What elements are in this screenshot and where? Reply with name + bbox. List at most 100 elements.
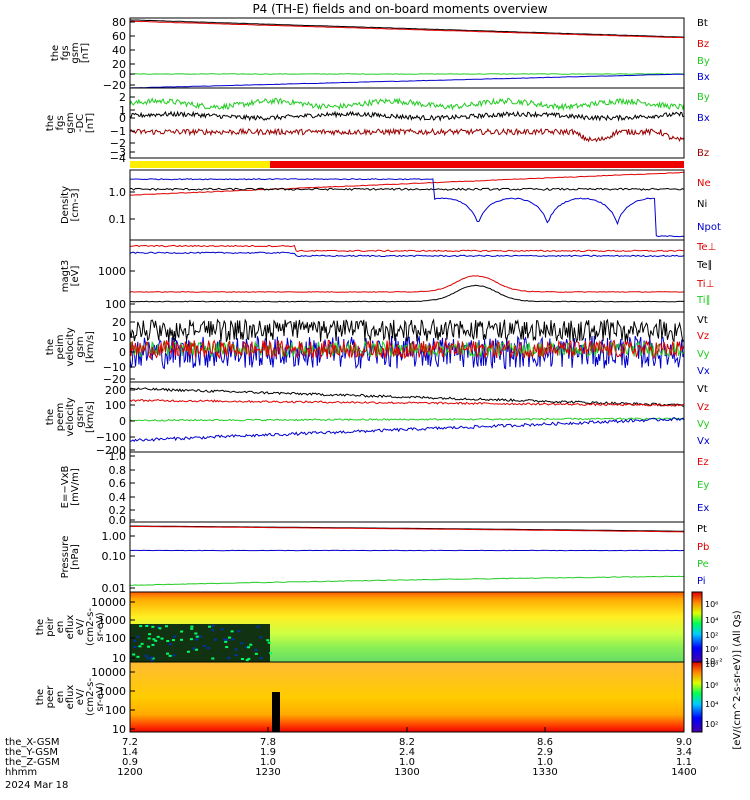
x-axis-value: 8.2 <box>399 737 415 748</box>
x-axis-value: 1.0 <box>260 757 276 768</box>
peir-pixel <box>206 647 210 650</box>
peir-pixel <box>211 657 215 660</box>
legend-entry: Vx <box>697 436 710 447</box>
y-axis-label-line: the <box>45 115 56 131</box>
y-tick-label: 0.6 <box>109 477 127 490</box>
y-tick-label: 0.8 <box>109 464 127 477</box>
peir-pixel <box>164 625 168 628</box>
y-tick-label: 1000 <box>98 685 126 698</box>
colorbar-label: [eV/(cm^2-s-sr-eV)] (All Qs) <box>732 610 743 749</box>
mode-bar-slow <box>130 161 270 168</box>
y-axis-label-line: eflux <box>65 615 76 640</box>
x-axis-value: 0.9 <box>122 757 138 768</box>
x-axis-value: 2.9 <box>537 747 553 758</box>
y-axis-label-line: sr-eV) <box>95 682 106 711</box>
density-npot-line <box>129 178 685 238</box>
y-axis-label-line: sr-eV) <box>95 612 106 641</box>
x-axis-value: 1400 <box>671 767 696 778</box>
x-axis-value: 7.2 <box>122 737 138 748</box>
peir-pixel <box>151 643 155 646</box>
peir-pixel <box>139 625 143 628</box>
legend-entry: Vy <box>697 349 710 360</box>
x-axis-value: 2.4 <box>399 747 415 758</box>
y-tick-label: −10 <box>103 361 126 374</box>
y-tick-label: 100 <box>105 704 126 717</box>
y-axis-label-line: (cm2-s- <box>85 608 96 646</box>
peir-pixel <box>231 638 235 641</box>
y-axis-label-line: [km/s] <box>85 401 96 433</box>
density-ne-line <box>130 171 685 196</box>
x-axis-value: 1200 <box>117 767 142 778</box>
peir-pixel <box>240 657 244 660</box>
y-axis-label-peir: the peir en eflux eV/(cm2-s-sr-eV) <box>35 608 106 646</box>
colorbar-tick-label: 10⁶ <box>705 600 718 609</box>
peir-pixel <box>166 652 170 655</box>
peir-pixel <box>146 657 150 660</box>
peem-vx-line <box>129 417 685 443</box>
y-axis-label-line: [mV/m] <box>70 468 81 506</box>
peir-pixel <box>133 639 137 642</box>
legend-entry: Ti∥ <box>696 295 711 306</box>
colorbar-top <box>691 591 703 663</box>
peir-pixel <box>154 639 158 642</box>
x-axis-value: 3.4 <box>676 747 692 758</box>
peir-pixel <box>247 646 251 649</box>
peir-pixel <box>247 657 251 660</box>
peir-pixel <box>168 654 172 657</box>
y-tick-label: 10 <box>112 723 126 736</box>
y-tick-label: −20 <box>103 373 126 386</box>
peir-pixel <box>150 659 154 662</box>
legend-entry: Vt <box>697 315 708 326</box>
peir-pixel <box>195 638 199 641</box>
peir-pixel <box>136 655 140 658</box>
peir-pixel <box>168 643 172 646</box>
peir-pixel <box>132 653 136 656</box>
peim-vx-line <box>129 335 685 370</box>
legend-entry: Ey <box>697 480 709 491</box>
peir-pixel <box>150 656 154 659</box>
colorbar-label-text: [eV/(cm^2-s-sr-eV)] (All Qs) <box>732 610 743 749</box>
legend-entry: Bz <box>697 148 709 159</box>
peir-pixel <box>180 638 184 641</box>
peir-pixel <box>223 638 227 641</box>
x-axis-value: 1.0 <box>537 757 553 768</box>
y-axis-label-line: en <box>55 621 66 634</box>
legend-entry: Pi <box>697 576 706 587</box>
peem-vy-line <box>129 417 685 422</box>
y-axis-label-line: Pressure <box>60 536 71 579</box>
legend-entry: Ti⊥ <box>696 279 714 290</box>
y-axis-label-line: peim <box>55 334 66 359</box>
peir-pixel <box>172 654 176 657</box>
y-tick-label: 10000 <box>91 596 126 609</box>
y-axis-label-line: fgs <box>60 45 71 60</box>
y-axis-label-line: -DC <box>75 114 86 132</box>
mode-bar-fast <box>270 161 684 168</box>
x-axis-row-label: the_Y-GSM <box>5 747 58 758</box>
peir-pixel <box>269 652 273 655</box>
peir-pixel <box>160 637 164 640</box>
y-axis-label-pressure: Pressure [nPa] <box>60 536 81 579</box>
peir-pixel <box>230 630 234 633</box>
peir-pixel <box>259 636 263 639</box>
y-axis-label-line: [cm-3] <box>70 188 81 221</box>
fgs-bt-line <box>129 19 685 38</box>
peir-pixel <box>227 656 231 659</box>
chart-title: P4 (TH-E) fields and on-board moments ov… <box>252 2 547 16</box>
y-tick-label: 100 <box>105 298 126 311</box>
x-axis-value: 1.1 <box>676 757 692 768</box>
temp-tepar-line <box>129 251 685 258</box>
peir-pixel <box>151 625 155 628</box>
peem-vz-line <box>129 399 684 407</box>
y-tick-label: −200 <box>96 444 126 457</box>
y-axis-label-line: fgs <box>55 115 66 130</box>
x-axis-row-label: hhmm <box>5 767 37 778</box>
y-axis-label-line: peer <box>45 685 56 709</box>
peir-pixel <box>220 628 224 631</box>
fgs-dc-bz-line <box>129 127 685 143</box>
pressure-pb-line <box>129 525 685 533</box>
y-tick-label: 0.1 <box>109 213 127 226</box>
peem-vt-line <box>129 387 685 407</box>
y-tick-label: 0.10 <box>102 550 127 563</box>
x-axis-value: 9.0 <box>676 737 692 748</box>
